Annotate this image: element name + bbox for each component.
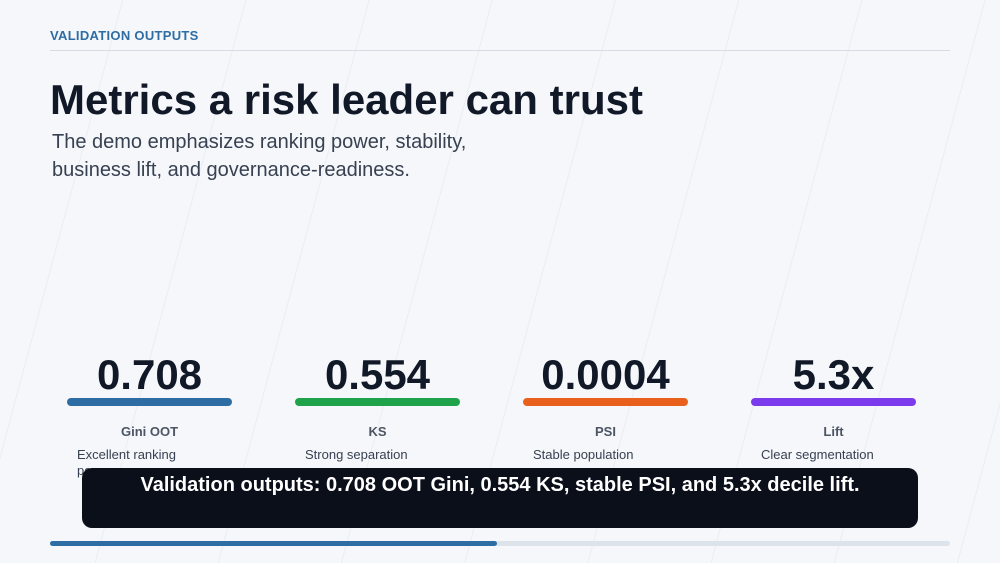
metric-value: 5.3x	[792, 351, 875, 398]
metric-description: Stable population	[533, 447, 634, 462]
progress-fill	[50, 541, 497, 546]
metric-card: 0.0004 PSI Stable population	[523, 350, 688, 463]
metric-value: 0.0004	[541, 351, 670, 398]
caption: Validation outputs: 0.708 OOT Gini, 0.55…	[82, 468, 918, 528]
metric-label: PSI	[595, 424, 616, 439]
header-rule	[50, 50, 950, 51]
metric-label: KS	[368, 424, 387, 439]
metric-value: 0.708	[96, 351, 203, 398]
metric-label: Lift	[823, 424, 844, 439]
metric-bar	[751, 398, 916, 406]
metric-bar	[295, 398, 460, 406]
metric-card: 0.708 Gini OOT Excellent ranking power	[67, 350, 232, 479]
metric-value: 0.554	[324, 351, 431, 398]
progress-track	[50, 541, 950, 546]
metric-card: 5.3x Lift Clear segmentation	[751, 350, 916, 463]
eyebrow: VALIDATION OUTPUTS	[50, 28, 199, 43]
title: Metrics a risk leader can trust	[50, 76, 643, 123]
metric-description: Strong separation	[305, 447, 408, 462]
metric-bar	[523, 398, 688, 406]
metric-description: Clear segmentation	[761, 447, 874, 462]
subtitle: The demo emphasizes ranking power, stabi…	[52, 131, 467, 181]
metric-label: Gini OOT	[120, 424, 179, 439]
metric-bar	[67, 398, 232, 406]
metric-card: 0.554 KS Strong separation	[295, 350, 460, 463]
